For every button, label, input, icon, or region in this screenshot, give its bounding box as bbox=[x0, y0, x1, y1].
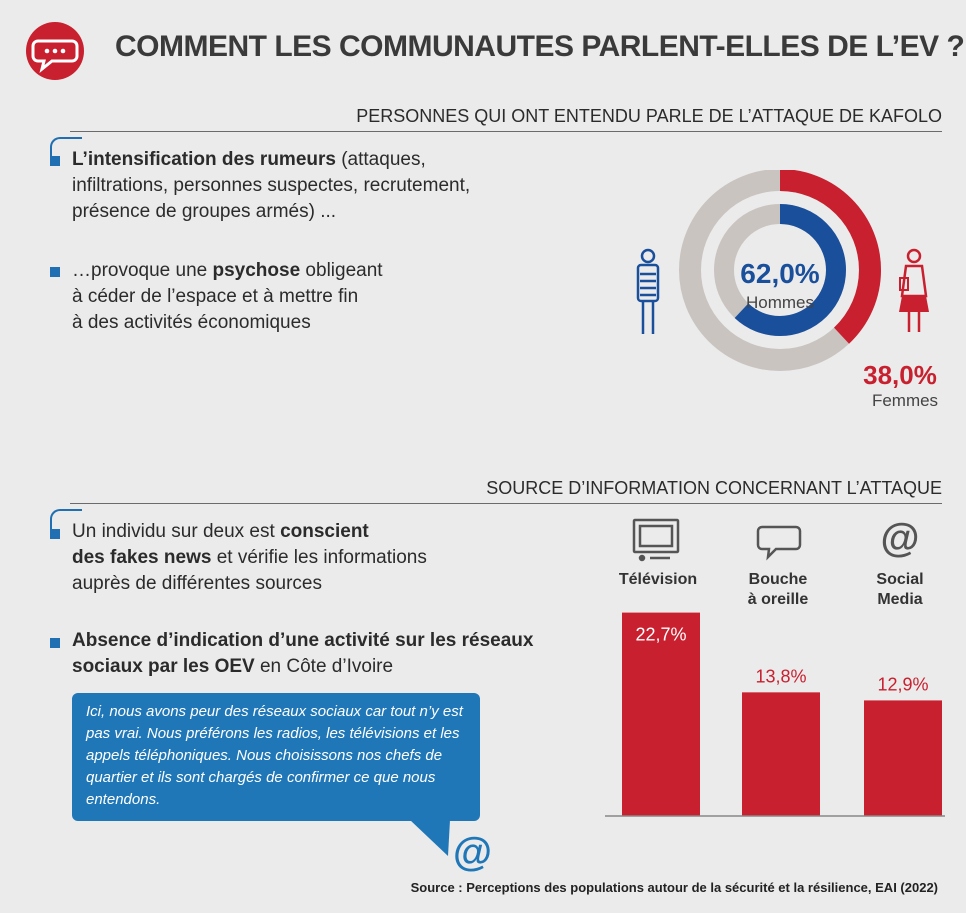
bullet-text: infiltrations, personnes suspectes, recr… bbox=[72, 175, 471, 196]
bar-value-label: 13,8% bbox=[755, 666, 806, 686]
bullet-text: Un individu sur deux est bbox=[72, 521, 281, 542]
bar-0 bbox=[622, 612, 700, 816]
bracket-decoration bbox=[50, 509, 82, 531]
women-series-label: Femmes bbox=[872, 391, 938, 410]
source-note: Source : Perceptions des populations aut… bbox=[410, 880, 938, 895]
bullet-marker bbox=[50, 638, 60, 648]
category-label-line: Social bbox=[876, 571, 924, 588]
bullet-bold-text: des fakes news bbox=[72, 547, 212, 568]
bar-value-label: 12,9% bbox=[877, 674, 928, 694]
men-slice bbox=[714, 204, 846, 336]
bullet-rumours: L’intensification des rumeurs (attaques,… bbox=[72, 147, 592, 225]
category-label-line: Bouche bbox=[748, 571, 808, 588]
bullet-marker bbox=[50, 156, 60, 166]
bullet-text: à céder de l’espace et à mettre fin bbox=[72, 286, 359, 307]
bullet-text: auprès de différentes sources bbox=[72, 573, 322, 594]
bracket-decoration bbox=[50, 137, 82, 159]
category-label-line: à oreille bbox=[747, 591, 809, 608]
information-source-bar-chart: @ 22,7% 13,8% 12,9% bbox=[605, 516, 945, 817]
bullet-bold-text: L’intensification des rumeurs bbox=[72, 149, 336, 170]
bullet-marker bbox=[50, 267, 60, 277]
section-heading-awareness: PERSONNES QUI ONT ENTENDU PARLE DE L’ATT… bbox=[356, 106, 942, 126]
bullet-text: en Côte d’Ivoire bbox=[254, 656, 394, 677]
bar-2 bbox=[864, 700, 942, 816]
bullet-text: (attaques, bbox=[335, 149, 426, 170]
bullet-fake-news: Un individu sur deux est conscient des f… bbox=[72, 519, 592, 597]
quote-bubble: Ici, nous avons peur des réseaux sociaux… bbox=[72, 693, 480, 821]
bullet-psychosis: …provoque une psychose obligeant à céder… bbox=[72, 258, 592, 336]
bullet-bold-text: conscient bbox=[280, 521, 369, 542]
woman-icon bbox=[899, 248, 929, 332]
at-icon: @ bbox=[453, 830, 493, 874]
men-series-label: Hommes bbox=[746, 293, 814, 312]
bullet-text: obligeant bbox=[300, 260, 383, 281]
women-slice bbox=[679, 170, 881, 371]
category-label-line: Media bbox=[877, 591, 923, 608]
section-divider bbox=[70, 131, 942, 132]
page-title: COMMENT LES COMMUNAUTES PARLENT-ELLES DE… bbox=[115, 30, 965, 63]
bullet-marker bbox=[50, 529, 60, 539]
quote-bubble-tail bbox=[410, 820, 450, 856]
television-icon bbox=[632, 518, 680, 562]
category-label-television: Télévision bbox=[600, 570, 716, 590]
bullet-bold-text: sociaux par les OEV bbox=[72, 656, 255, 677]
bar-value-label: 22,7% bbox=[635, 625, 686, 645]
men-value-label: 62,0% bbox=[740, 258, 819, 289]
bullet-text: et vérifie les informations bbox=[211, 547, 427, 568]
category-label-social-media: Social Media bbox=[842, 570, 958, 610]
women-value-label: 38,0% bbox=[863, 360, 937, 390]
speech-bubble-icon bbox=[26, 22, 84, 80]
bullet-text: …provoque une bbox=[72, 260, 213, 281]
man-icon bbox=[636, 248, 660, 334]
category-label-line: Télévision bbox=[618, 571, 698, 588]
section-divider bbox=[70, 503, 942, 504]
bullet-bold-text: psychose bbox=[212, 260, 301, 281]
at-icon: @ bbox=[880, 516, 919, 560]
bullet-text: à des activités économiques bbox=[72, 312, 311, 333]
speech-bubble-icon bbox=[756, 525, 802, 561]
category-label-word-of-mouth: Bouche à oreille bbox=[720, 570, 836, 610]
bullet-social-media: Absence d’indication d’une activité sur … bbox=[72, 628, 602, 680]
bar-1 bbox=[742, 692, 820, 816]
bullet-text: présence de groupes armés) ... bbox=[72, 201, 337, 222]
gender-donut-chart: 62,0% Hommes 38,0% Femmes bbox=[636, 170, 938, 410]
bullet-bold-text: Absence d’indication d’une activité sur … bbox=[72, 630, 534, 651]
section-heading-sources: SOURCE D’INFORMATION CONCERNANT L’ATTAQU… bbox=[486, 478, 942, 498]
